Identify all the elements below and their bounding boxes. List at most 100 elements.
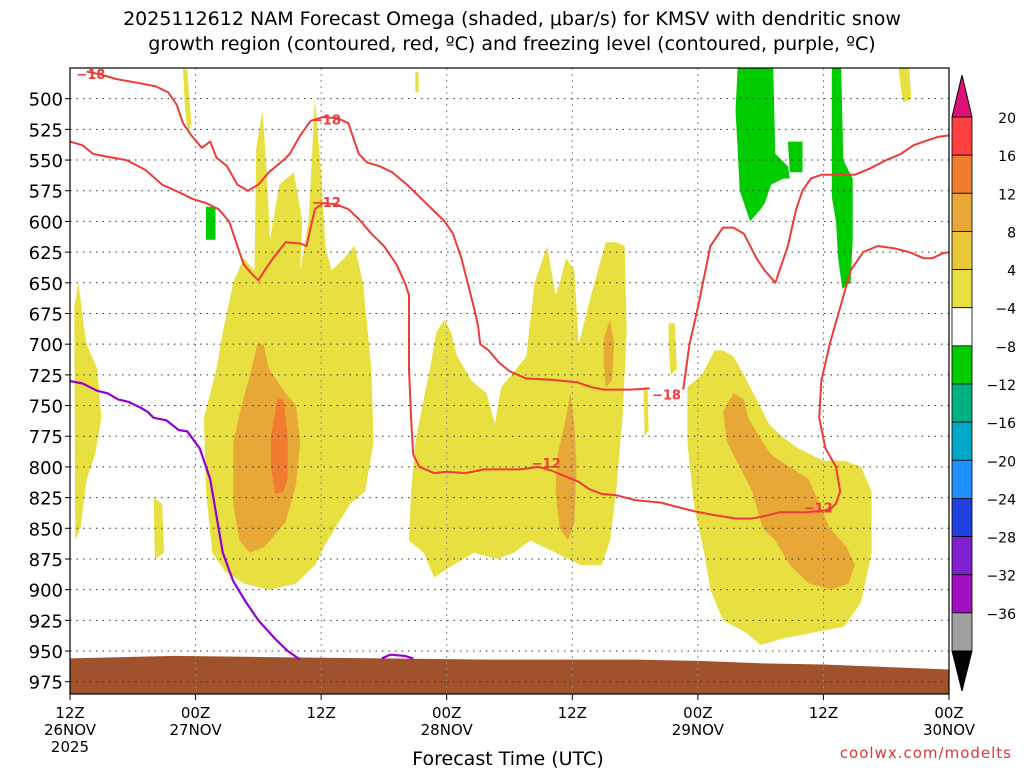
colorbar-swatch — [951, 383, 973, 423]
contour-label: −18 — [76, 68, 105, 83]
freezing-level-contour-fragment — [381, 653, 414, 660]
dgz-minus18-upper-contour — [86, 70, 650, 391]
y-tick-label: 625 — [29, 243, 63, 264]
omega-area-omega-4-8 — [898, 68, 912, 103]
colorbar-label: 4 — [1007, 264, 1016, 280]
plot-frame — [69, 67, 950, 695]
y-tick-label: 725 — [29, 366, 63, 387]
colorbar-swatch — [951, 498, 973, 537]
y-tick-label: 575 — [29, 182, 63, 203]
y-tick-label: 750 — [29, 397, 63, 418]
colorbar-swatch — [951, 116, 973, 156]
colorbar-bottom-arrow — [951, 650, 973, 692]
omega-area-omega-4-8 — [409, 242, 627, 578]
colorbar: 20 16 12 8 4 −4 −8 −12 −16 −20 −24 −28 −32 −36 — [951, 74, 1016, 692]
y-tick-label: 775 — [29, 427, 63, 448]
x-tick-label: 00Z — [181, 704, 210, 722]
colorbar-swatch — [951, 574, 973, 614]
omega-area-omega-8-12 — [723, 393, 855, 590]
terrain-surface — [70, 655, 949, 694]
y-tick-label: 800 — [29, 458, 63, 479]
y-tick-label: 900 — [29, 581, 63, 602]
omega-area-omega-8-12 — [603, 319, 615, 388]
x-tick-label: 00Z — [934, 704, 963, 722]
x-tick-label: 00Z — [683, 704, 712, 722]
y-tick-label: 850 — [29, 519, 63, 540]
colorbar-swatch — [951, 459, 973, 499]
y-tick-label: 875 — [29, 550, 63, 571]
x-tick-label: 28NOV — [421, 721, 474, 739]
colorbar-swatch — [951, 421, 973, 461]
x-tick-label: 12Z — [55, 704, 84, 722]
x-tick-label: 30NOV — [923, 721, 976, 739]
colorbar-label: −24 — [986, 492, 1016, 508]
colorbar-swatch — [951, 345, 973, 385]
colorbar-label: 16 — [998, 149, 1016, 165]
colorbar-label: −20 — [986, 454, 1016, 470]
colorbar-label: −28 — [986, 531, 1016, 547]
colorbar-label: 8 — [1007, 225, 1016, 241]
contour-label: −12 — [312, 196, 341, 211]
omega-area-omega-4-8 — [415, 71, 419, 93]
colorbar-label: −16 — [986, 416, 1016, 432]
omega-area-omega-4-8 — [668, 323, 677, 375]
x-tick-label: 12Z — [558, 704, 587, 722]
y-tick-label: 550 — [29, 151, 63, 172]
omega-area-omega-12-16 — [270, 399, 288, 494]
colorbar-swatch — [951, 231, 973, 270]
colorbar-swatch — [951, 192, 973, 232]
colorbar-label: 12 — [998, 187, 1016, 203]
contour-label: −12 — [804, 501, 833, 516]
colorbar-label: −12 — [986, 378, 1016, 394]
colorbar-swatch — [951, 536, 973, 576]
colorbar-label: 20 — [998, 111, 1016, 127]
x-tick-label: 12Z — [306, 704, 335, 722]
x-axis-label: Forecast Time (UTC) — [412, 748, 603, 768]
contour-label: −18 — [652, 389, 681, 404]
omega-area-omega-4-8 — [183, 69, 192, 134]
colorbar-label: −36 — [986, 607, 1016, 623]
x-tick-label: 2025 — [51, 738, 89, 756]
y-tick-label: 525 — [29, 120, 63, 141]
omega-area-omega-4-8 — [643, 387, 649, 437]
y-tick-label: 600 — [29, 212, 63, 233]
omega-area-omega-8-12 — [233, 344, 301, 553]
x-tick-label: 12Z — [809, 704, 838, 722]
colorbar-label: −32 — [986, 569, 1016, 585]
colorbar-swatch — [951, 612, 973, 652]
y-tick-label: 975 — [29, 673, 63, 694]
x-tick-label: 27NOV — [170, 721, 223, 739]
contour-label: −12 — [532, 457, 561, 472]
colorbar-swatch — [951, 269, 973, 309]
omega-area-omega-4-8 — [153, 497, 165, 559]
x-tick-label: 26NOV — [44, 721, 97, 739]
omega-area-omega-neg-4-8 — [735, 68, 790, 222]
x-tick-label: 00Z — [432, 704, 461, 722]
contour-label-layer: −18 −18 −12 −12 −18 −12 — [76, 68, 833, 516]
terrain-layer — [70, 655, 949, 694]
x-tick-label: 29NOV — [672, 721, 725, 739]
y-tick-label: 950 — [29, 642, 63, 663]
colorbar-label: −4 — [995, 302, 1016, 318]
colorbar-swatch — [951, 154, 973, 194]
colorbar-top-arrow — [951, 74, 973, 118]
colorbar-label: −8 — [995, 340, 1016, 356]
source-credit: coolwx.com/modelts — [839, 744, 1012, 762]
omega-area-omega-neg-4-8 — [206, 206, 216, 240]
contour-label: −18 — [312, 114, 341, 129]
y-tick-label: 675 — [29, 304, 63, 325]
omega-area-omega-4-8 — [74, 282, 102, 541]
y-tick-label: 925 — [29, 611, 63, 632]
colorbar-swatch — [951, 307, 973, 347]
chart-title-line-1: 2025112612 NAM Forecast Omega (shaded, μ… — [123, 8, 901, 30]
y-tick-label: 825 — [29, 489, 63, 510]
y-tick-label: 500 — [29, 90, 63, 111]
freezing-level-contour — [70, 379, 301, 661]
omega-area-omega-8-12 — [555, 393, 577, 541]
chart-title-line-2: growth region (contoured, red, ºC) and f… — [148, 33, 876, 55]
omega-area-omega-neg-4-8 — [787, 141, 803, 173]
omega-area-omega-neg-4-8 — [831, 68, 853, 289]
axis-layer: 500 525 550 575 600 625 650 675 700 725 750 775 800 8… — [29, 90, 976, 756]
y-tick-label: 650 — [29, 274, 63, 295]
